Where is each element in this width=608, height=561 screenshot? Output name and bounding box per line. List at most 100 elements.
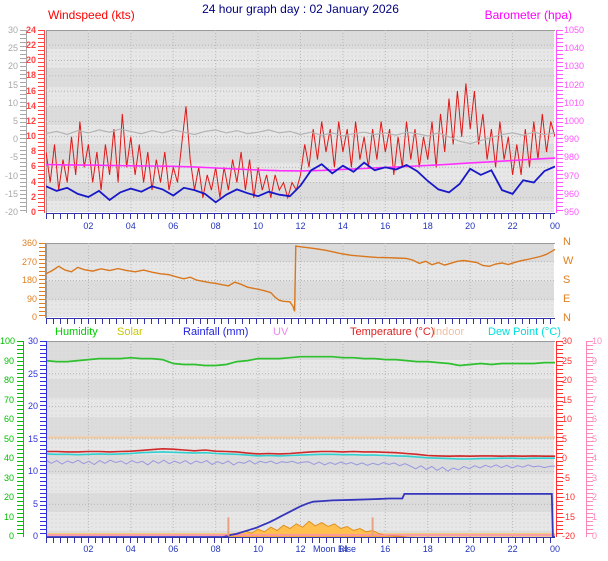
x-axis-ticks-bottom [46, 537, 555, 543]
axis-tick-label: 1000 [564, 115, 585, 126]
windspeed-axis-title: Windspeed (kts) [48, 8, 135, 22]
axis-tick-label: -15 [562, 511, 576, 522]
legend-item-temperature-c: Temperature (°C) [350, 326, 435, 338]
axis-labels-uv: 10 9 8 7 6 5 4 3 2 1 0 [592, 337, 606, 541]
axis-tick-label: 0 [592, 531, 598, 541]
axis-tick-label: 5 [562, 433, 568, 444]
axis-tick-label: 15 [7, 79, 18, 90]
axis-tick-label: 10 [3, 511, 14, 522]
x-tick-label: 04 [125, 221, 136, 231]
axis-tick-label: -5 [9, 152, 18, 163]
legend-item-humidity: Humidity [55, 326, 98, 338]
series-temperature [46, 447, 555, 458]
axis-tick-label: 15 [27, 433, 38, 444]
axis-tick-label: 0 [32, 531, 38, 541]
axis-tick-label: -10 [4, 170, 18, 181]
axis-tick-label: 12 [25, 115, 36, 126]
axis-tick-label: 4 [592, 453, 598, 463]
axis-tick-label: 1020 [564, 79, 585, 90]
axis-tick-label: 50 [3, 433, 14, 444]
axis-tick-label: N [563, 236, 571, 248]
axis-tick-label: 0 [31, 312, 37, 322]
axis-tick-label: 960 [564, 188, 580, 199]
axis-tick-label: 25 [562, 355, 573, 366]
x-tick-label: 16 [380, 544, 391, 554]
axis-tick-label: -10 [562, 492, 576, 502]
axis-tick-label: -5 [562, 472, 571, 483]
x-tick-label: 08 [210, 221, 221, 231]
axis-tick-label: 9 [592, 355, 598, 366]
x-tick-label: 02 [83, 544, 94, 554]
series-unlabeled-gray-line [46, 128, 555, 145]
x-tick-label: 20 [465, 221, 476, 231]
series-dew-point [46, 451, 555, 460]
axis-tick-label: 1010 [564, 97, 585, 108]
axis-tick-label: 90 [26, 293, 37, 304]
temperature-humidity-rain-chart [46, 341, 555, 537]
legend-item-solar: Solar [117, 326, 143, 338]
axis-tick-label: 70 [3, 394, 14, 405]
axis-labels-barometer: 1050 1040 1030 1020 1010 1000 990 980 970 960 950 [564, 26, 594, 217]
axis-tick-label: 20 [7, 61, 18, 72]
x-tick-label: 14 [337, 221, 348, 231]
axis-tick-label: 180 [21, 275, 37, 285]
axis-ticks-uv [586, 341, 593, 537]
moon-rise-label: Moon Rise [313, 544, 357, 554]
axis-tick-label: 10 [27, 466, 38, 476]
axis-tick-label: 980 [564, 152, 580, 163]
axis-tick-label: 2 [30, 191, 36, 202]
axis-tick-label: 24 [25, 25, 36, 35]
axis-tick-label: E [563, 293, 571, 305]
legend-item-uv: UV [273, 326, 289, 338]
axis-ticks-direction [39, 243, 46, 318]
axis-tick-label: 2 [592, 492, 598, 502]
barometer-axis-title: Barometer (hpa) [484, 8, 572, 22]
x-tick-label: 10 [253, 544, 264, 554]
axis-tick-label: 1030 [564, 61, 585, 72]
x-tick-label: 00 [549, 544, 561, 554]
axis-labels-rainfall: 30 25 20 15 10 5 0 [24, 337, 38, 541]
series-wind-gust [46, 83, 555, 200]
page-title: 24 hour graph day : 02 January 2026 [202, 2, 399, 16]
x-tick-label: 22 [507, 544, 518, 554]
axis-tick-label: 950 [564, 206, 580, 217]
axis-tick-label: 0 [30, 206, 36, 217]
axis-ticks-barometer [556, 30, 563, 213]
x-axis-ticks-top [46, 213, 555, 219]
axis-tick-label: 990 [564, 134, 580, 145]
axis-tick-label: 22 [25, 40, 36, 51]
axis-tick-label: 30 [3, 472, 14, 483]
x-tick-label: 02 [83, 221, 94, 231]
axis-tick-label: 970 [564, 170, 580, 181]
wind-barometer-chart [46, 30, 555, 213]
series-wind-direction [46, 245, 555, 312]
legend-item-dew-point-c: Dew Point (°C) [488, 326, 561, 338]
axis-labels-humidity: 100 90 80 70 60 50 40 30 20 10 0 [0, 336, 16, 541]
axis-tick-label: 1 [592, 511, 598, 522]
axis-tick-label: 30 [27, 336, 38, 346]
axis-tick-label: 40 [3, 453, 14, 463]
x-tick-label: 16 [380, 221, 391, 231]
axis-tick-label: 10 [592, 336, 603, 346]
axis-tick-label: S [563, 274, 571, 286]
x-tick-label: 04 [125, 544, 136, 554]
x-axis-labels-top: 02 04 06 08 10 12 14 16 18 20 22 00 [46, 221, 560, 233]
axis-tick-label: N [563, 312, 571, 324]
axis-tick-label: 20 [3, 492, 14, 502]
axis-tick-label: -20 [562, 531, 576, 541]
axis-labels-gray: 30 25 20 15 10 5 0 -5 -10 -15 -20 [0, 26, 18, 217]
series-humidity [46, 355, 555, 367]
axis-tick-label: 10 [7, 97, 18, 108]
axis-tick-label: 7 [592, 394, 598, 405]
axis-tick-label: 270 [21, 256, 37, 267]
axis-tick-label: 5 [32, 498, 38, 509]
series-wind-average [46, 161, 555, 204]
axis-tick-label: 10 [25, 131, 36, 142]
x-axis-labels-bottom: 02 04 06 08 10 12 14 16 18 20 22 00 [46, 544, 560, 556]
axis-tick-label: 15 [562, 394, 573, 405]
x-tick-label: 14 [337, 544, 348, 554]
axis-tick-label: 4 [30, 176, 36, 187]
axis-tick-label: 100 [0, 336, 16, 346]
axis-labels-windspeed: 24 22 20 18 16 14 12 10 8 6 4 2 0 [21, 26, 36, 217]
axis-tick-label: 25 [7, 43, 18, 54]
